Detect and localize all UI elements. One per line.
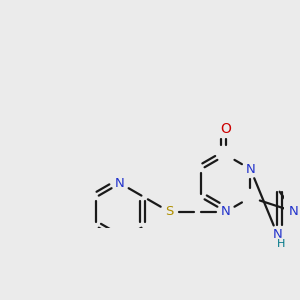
Text: N: N: [289, 205, 299, 218]
Text: O: O: [220, 122, 231, 136]
Text: N: N: [115, 177, 125, 190]
Text: N: N: [221, 205, 231, 218]
Text: N: N: [273, 228, 282, 241]
Text: H: H: [277, 239, 285, 249]
Text: N: N: [246, 163, 255, 176]
Text: S: S: [165, 205, 173, 218]
